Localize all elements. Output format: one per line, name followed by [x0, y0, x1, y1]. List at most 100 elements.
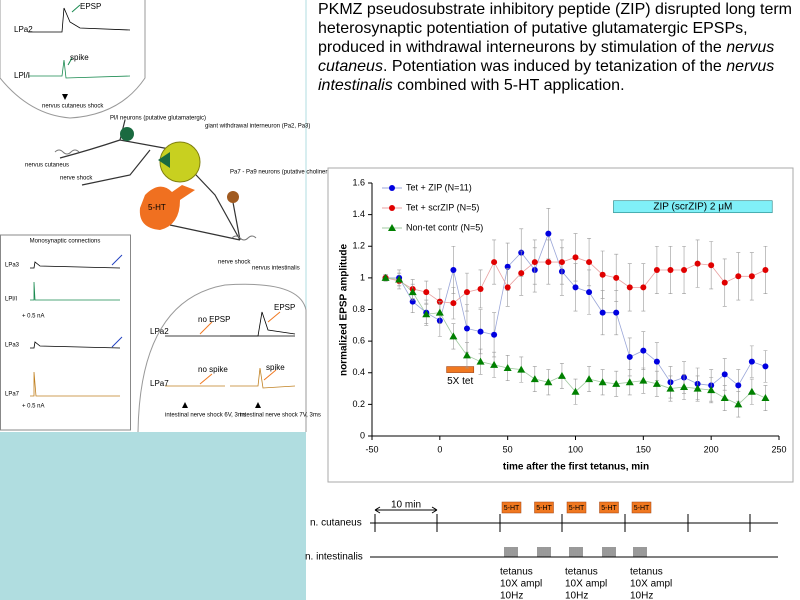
arrow — [71, 4, 81, 13]
drug-label: 5-HT — [601, 505, 617, 512]
marker — [476, 357, 485, 365]
marker — [652, 379, 661, 387]
marker — [395, 275, 404, 283]
label: EPSP — [274, 303, 295, 312]
tetanus-label: 10Hz — [500, 591, 523, 600]
inset-outline — [0, 234, 131, 431]
label: nerve shock — [60, 176, 93, 182]
marker — [612, 379, 621, 387]
marker — [747, 387, 756, 395]
label: nervus cutaneus shock — [42, 104, 104, 110]
arrow — [182, 402, 261, 408]
marker — [625, 378, 634, 386]
row-label: n. intestinalis — [305, 552, 363, 563]
tetanus-label: 10X ampl — [500, 579, 542, 590]
marker — [694, 260, 701, 267]
arrow — [111, 254, 123, 266]
annotation-label: 5X tet — [447, 376, 473, 387]
inset-outline — [137, 283, 307, 433]
label: Monosynaptic connections — [30, 239, 101, 245]
arrow — [199, 321, 213, 335]
protocol: n. cutaneus n. intestinalis 10 min 5-HT 5-HT… — [305, 500, 778, 600]
marker — [518, 270, 525, 277]
marker — [653, 358, 660, 365]
trace — [28, 59, 131, 79]
marker — [545, 230, 552, 237]
legend-marker — [388, 224, 396, 231]
marker — [571, 387, 580, 395]
trace — [30, 281, 120, 301]
neuron — [227, 191, 239, 203]
marker — [463, 325, 470, 332]
text: nervus intestinalis — [318, 58, 775, 94]
drug-box — [534, 501, 554, 514]
label: nervus cutaneus — [25, 163, 69, 169]
marker — [490, 360, 499, 368]
marker — [639, 376, 648, 384]
marker — [613, 309, 620, 316]
tetanus-label: 10Hz — [630, 591, 653, 600]
marker — [572, 284, 579, 291]
arrow — [263, 369, 277, 381]
arrow — [199, 373, 213, 385]
marker — [557, 371, 566, 379]
marker — [586, 289, 593, 296]
marker — [599, 309, 606, 316]
x-axis-label: time after the first tetanus, min — [503, 462, 649, 473]
marker — [653, 266, 660, 273]
x-tick-label: 100 — [568, 444, 583, 454]
arrow — [111, 336, 123, 348]
label: Pa7 - Pa9 neurons (putative cholinergic) — [230, 170, 337, 176]
marker — [422, 310, 431, 318]
text: PKMZ pseudosubstrate inhibitory peptide … — [318, 1, 793, 56]
description: PKMZ pseudosubstrate inhibitory peptide … — [318, 0, 798, 95]
label: spike — [70, 53, 89, 62]
y-tick-label: 0 — [360, 430, 365, 440]
marker — [666, 384, 675, 392]
text: combined with 5-HT application. — [392, 77, 625, 94]
label: LPl/I — [5, 297, 17, 303]
inset-outline — [0, 0, 146, 119]
plot: 00.20.40.60.811.21.41.6-50 0 50 100 150 200 25… — [352, 177, 786, 454]
marker — [761, 394, 770, 402]
marker — [558, 259, 565, 266]
marker — [530, 375, 539, 383]
text: nervus cutaneus — [318, 39, 775, 75]
marker — [681, 266, 688, 273]
marker — [708, 262, 715, 269]
label: spike — [266, 363, 285, 372]
drug-label: 5-HT — [504, 505, 520, 512]
marker — [640, 284, 647, 291]
marker — [707, 386, 716, 394]
marker — [477, 285, 484, 292]
marker — [572, 254, 579, 261]
label: Pl/l neurons (putative glutamatergic) — [110, 116, 206, 122]
label: 5-HT — [148, 203, 166, 212]
label: EPSP — [80, 2, 101, 11]
y-tick-label: 0.2 — [352, 399, 365, 409]
marker — [381, 273, 390, 281]
neuron — [139, 185, 195, 230]
x-tick-label: 0 — [437, 444, 442, 454]
trace — [30, 261, 121, 269]
marker — [491, 259, 498, 266]
legend-label: Tet + scrZIP (N=5) — [406, 202, 479, 212]
tetanus-label: tetanus — [500, 567, 533, 578]
marker — [504, 284, 511, 291]
trace — [28, 7, 131, 33]
trace — [165, 367, 296, 389]
label: no spike — [198, 365, 228, 374]
label: LPa3 — [5, 343, 20, 349]
trace — [30, 371, 120, 397]
marker — [517, 365, 526, 373]
label: giant withdrawal interneuron (Pa2, Pa3) — [205, 124, 310, 130]
label: LPl/I — [14, 71, 30, 80]
arrow — [267, 311, 281, 323]
marker — [667, 266, 674, 273]
marker — [734, 400, 743, 408]
marker — [598, 378, 607, 386]
label: + 0.5 nA — [22, 404, 45, 410]
marker — [599, 271, 606, 278]
x-tick-label: 200 — [704, 444, 719, 454]
